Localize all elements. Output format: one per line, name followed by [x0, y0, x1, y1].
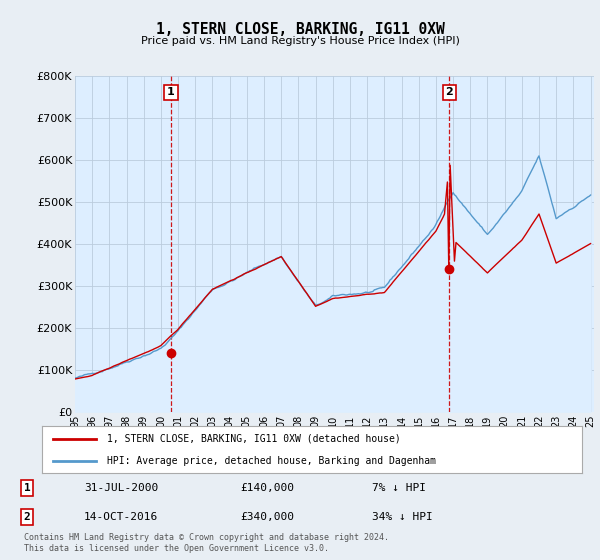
Text: 2: 2 [23, 512, 31, 522]
Text: Contains HM Land Registry data © Crown copyright and database right 2024.
This d: Contains HM Land Registry data © Crown c… [24, 533, 389, 553]
Text: HPI: Average price, detached house, Barking and Dagenham: HPI: Average price, detached house, Bark… [107, 456, 436, 466]
Text: 2: 2 [446, 87, 454, 97]
Text: 31-JUL-2000: 31-JUL-2000 [84, 483, 158, 493]
Text: 1, STERN CLOSE, BARKING, IG11 0XW: 1, STERN CLOSE, BARKING, IG11 0XW [155, 22, 445, 38]
Text: £140,000: £140,000 [240, 483, 294, 493]
Text: 14-OCT-2016: 14-OCT-2016 [84, 512, 158, 522]
Text: 1, STERN CLOSE, BARKING, IG11 0XW (detached house): 1, STERN CLOSE, BARKING, IG11 0XW (detac… [107, 434, 401, 444]
Text: 34% ↓ HPI: 34% ↓ HPI [372, 512, 433, 522]
Text: Price paid vs. HM Land Registry's House Price Index (HPI): Price paid vs. HM Land Registry's House … [140, 36, 460, 46]
Text: 1: 1 [167, 87, 175, 97]
Text: £340,000: £340,000 [240, 512, 294, 522]
Text: 7% ↓ HPI: 7% ↓ HPI [372, 483, 426, 493]
Text: 1: 1 [23, 483, 31, 493]
